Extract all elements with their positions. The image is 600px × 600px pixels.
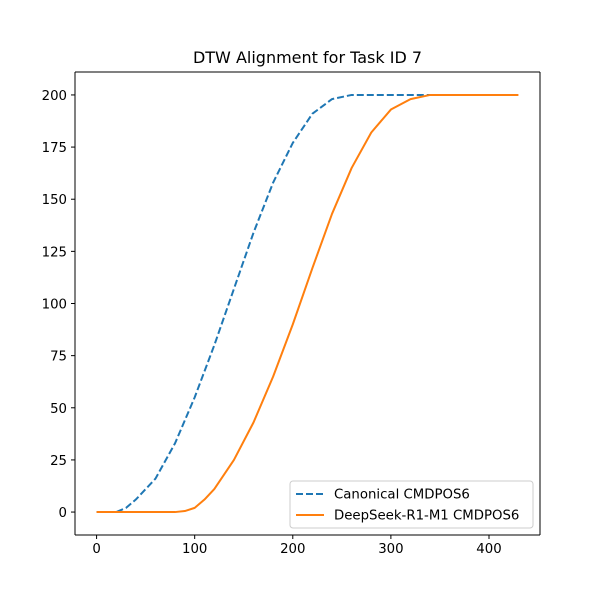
plot-area: 0 100 200 300 400 0 25 50 75 100 125 150 175 200 (42, 71, 541, 557)
legend: Canonical CMDPOS6 DeepSeek-R1-M1 CMDPOS6 (289, 480, 534, 529)
series-line-0 (96, 93, 436, 514)
y-axis-ticks: 0 25 50 75 100 125 150 175 200 (42, 89, 75, 521)
legend-box (289, 480, 534, 529)
series-line-1 (96, 93, 519, 514)
y-tick-label: 0 (59, 506, 67, 521)
y-tick-label: 175 (42, 141, 67, 156)
y-tick-label: 75 (50, 350, 67, 365)
x-tick-label: 0 (92, 542, 100, 557)
y-tick-label: 150 (42, 193, 67, 208)
x-tick-label: 400 (476, 542, 501, 557)
y-tick-label: 25 (50, 454, 67, 469)
plot-frame (75, 72, 540, 535)
y-tick-label: 200 (42, 89, 67, 104)
chart-title: DTW Alignment for Task ID 7 (193, 48, 422, 67)
y-tick-label: 125 (42, 245, 67, 260)
y-tick-label: 50 (50, 402, 67, 417)
x-tick-label: 200 (280, 542, 305, 557)
axes-spines (74, 71, 541, 536)
legend-label-canonical: Canonical CMDPOS6 (334, 488, 470, 503)
series-layer (96, 93, 519, 514)
x-tick-label: 300 (378, 542, 403, 557)
x-tick-label: 100 (182, 542, 207, 557)
y-tick-label: 100 (42, 298, 67, 313)
x-axis-ticks: 0 100 200 300 400 (92, 535, 502, 557)
legend-label-deepseek: DeepSeek-R1-M1 CMDPOS6 (334, 509, 519, 524)
